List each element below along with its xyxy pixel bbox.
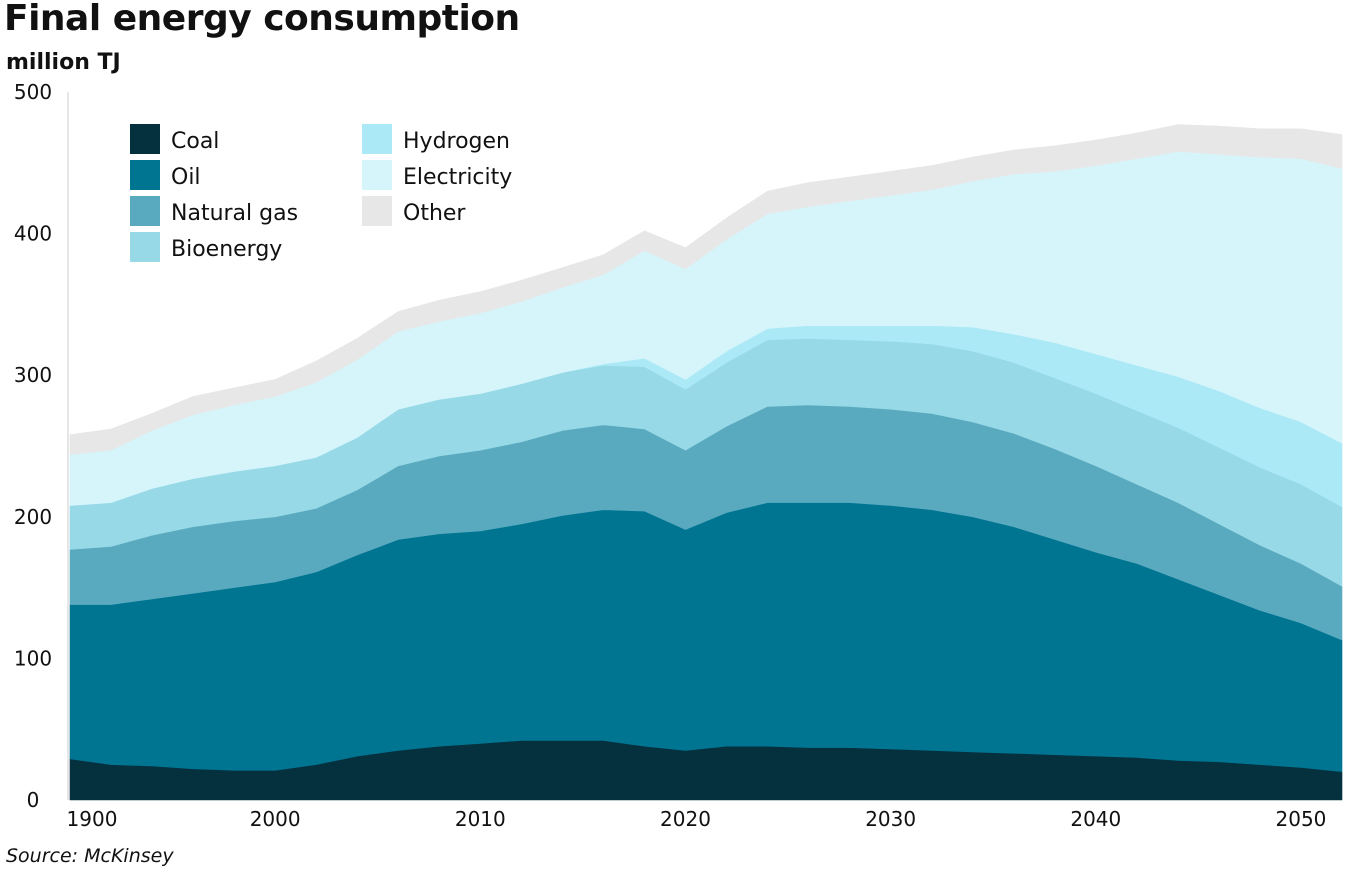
x-tick-labels: 1900 2000 2010 2020 2030 2040 2050 (67, 807, 1327, 831)
area-series-group (69, 124, 1343, 801)
legend-item-oil: Oil (130, 160, 201, 190)
legend-label: Natural gas (171, 201, 298, 226)
area-other (69, 124, 1343, 455)
x-tick-label: 1900 (67, 807, 118, 831)
x-tick-label: 2020 (660, 807, 711, 831)
legend-label: Bioenergy (171, 237, 282, 262)
y-unit-label: million TJ (6, 50, 121, 75)
legend-swatch (362, 196, 392, 226)
x-tick-label: 2050 (1276, 807, 1327, 831)
x-tick-label: 2030 (865, 807, 916, 831)
source-note: Source: McKinsey (6, 845, 174, 867)
legend-swatch (362, 124, 392, 154)
legend-label: Electricity (403, 165, 512, 190)
legend-item-electricity: Electricity (362, 160, 512, 190)
legend-label: Oil (171, 165, 201, 190)
legend-swatch (130, 124, 160, 154)
chart-title: Final energy consumption (4, 0, 520, 39)
legend-item-natural-gas: Natural gas (130, 196, 298, 226)
x-tick-label: 2000 (250, 807, 301, 831)
y-tick-label: 200 (14, 505, 52, 529)
legend-item-bioenergy: Bioenergy (130, 232, 282, 262)
legend-label: Other (403, 201, 466, 226)
legend-swatch (130, 232, 160, 262)
legend-item-coal: Coal (130, 124, 219, 154)
y-tick-label: 500 (14, 80, 52, 104)
legend-label: Hydrogen (403, 129, 510, 154)
legend-label: Coal (171, 129, 219, 154)
y-tick-label: 300 (14, 363, 52, 387)
legend-swatch (362, 160, 392, 190)
legend-swatch (130, 160, 160, 190)
y-tick-labels: 0 100 200 300 400 500 (14, 80, 52, 812)
legend-item-hydrogen: Hydrogen (362, 124, 510, 154)
legend-swatch (130, 196, 160, 226)
y-tick-label: 0 (27, 788, 40, 812)
x-tick-label: 2040 (1070, 807, 1121, 831)
y-tick-label: 400 (14, 222, 52, 246)
legend: Coal Oil Natural gas Bioenergy Hydrogen Elect… (130, 124, 512, 262)
legend-item-other: Other (362, 196, 466, 226)
y-tick-label: 100 (14, 646, 52, 670)
x-tick-label: 2010 (455, 807, 506, 831)
